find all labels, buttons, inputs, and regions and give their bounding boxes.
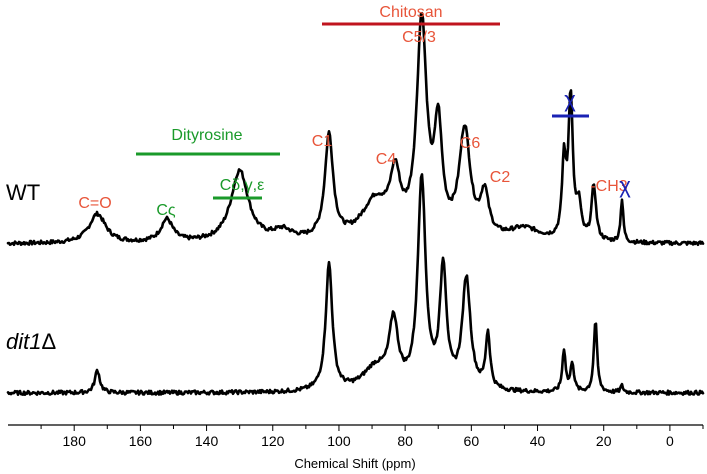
c6-label: C6: [460, 135, 481, 152]
cdelta-label: Cδ,γ,ε: [220, 177, 264, 194]
x-tick-label-7: 40: [530, 433, 546, 449]
c53-label: C5/3: [402, 29, 436, 46]
c4-label: C4: [376, 151, 397, 168]
c2-label: C2: [490, 169, 511, 186]
x-tick-label-6: 60: [464, 433, 480, 449]
x-tick-label-1: 160: [129, 433, 153, 449]
mutant-label-italic: dit1: [6, 329, 41, 354]
x-tick-label-2: 140: [195, 433, 219, 449]
x-tick-label-4: 100: [327, 433, 351, 449]
x-tick-label-0: 180: [63, 433, 87, 449]
x-tick-label-8: 20: [596, 433, 612, 449]
czeta-label: Cς: [156, 202, 176, 219]
mutant-label-delta: Δ: [41, 329, 56, 354]
chitosan-label: Chitosan: [379, 4, 442, 21]
spectrum-dit1-delta: [6, 173, 705, 396]
x-tick-label-3: 120: [261, 433, 285, 449]
chi-top-label: χ: [564, 87, 576, 112]
x-tick-label-5: 80: [397, 433, 413, 449]
dityrosine-label: Dityrosine: [171, 127, 242, 144]
ch3-label: -CH3: [590, 178, 627, 195]
chi-right-label: χ: [619, 173, 631, 198]
x-tick-label-9: 0: [666, 433, 674, 449]
spectra-group: [6, 11, 705, 396]
x-axis-title: Chemical Shift (ppm): [294, 456, 415, 471]
x-axis-ticks: 180 160 140 120 100 80 60 40 20 0: [40, 425, 704, 449]
co-label: C=O: [78, 195, 111, 212]
mutant-label: dit1Δ: [6, 329, 56, 354]
c1-label: C1: [312, 133, 333, 150]
wt-label: WT: [6, 180, 40, 205]
spectrum-wt: [6, 11, 705, 247]
